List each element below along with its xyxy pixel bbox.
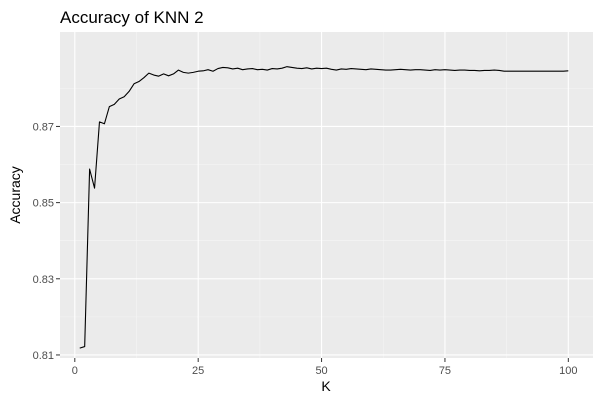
x-axis-title: K [321, 378, 331, 394]
x-tick-label: 50 [315, 365, 327, 377]
chart-title: Accuracy of KNN 2 [60, 8, 204, 27]
y-axis-title: Accuracy [7, 166, 23, 224]
x-tick-label: 25 [192, 365, 204, 377]
grid-lines [60, 32, 593, 358]
x-tick-label: 75 [439, 365, 451, 377]
y-tick-label: 0.87 [33, 121, 54, 133]
axes: 0 25 50 75 100 0.81 0.83 0.85 0.87 [33, 121, 578, 377]
y-tick-label: 0.83 [33, 274, 54, 286]
x-tick-label: 100 [559, 365, 577, 377]
plot-panel [60, 32, 593, 358]
accuracy-series-line [79, 66, 569, 349]
x-tick-label: 0 [72, 365, 78, 377]
y-tick-label: 0.85 [33, 198, 54, 210]
y-tick-label: 0.81 [33, 350, 54, 362]
